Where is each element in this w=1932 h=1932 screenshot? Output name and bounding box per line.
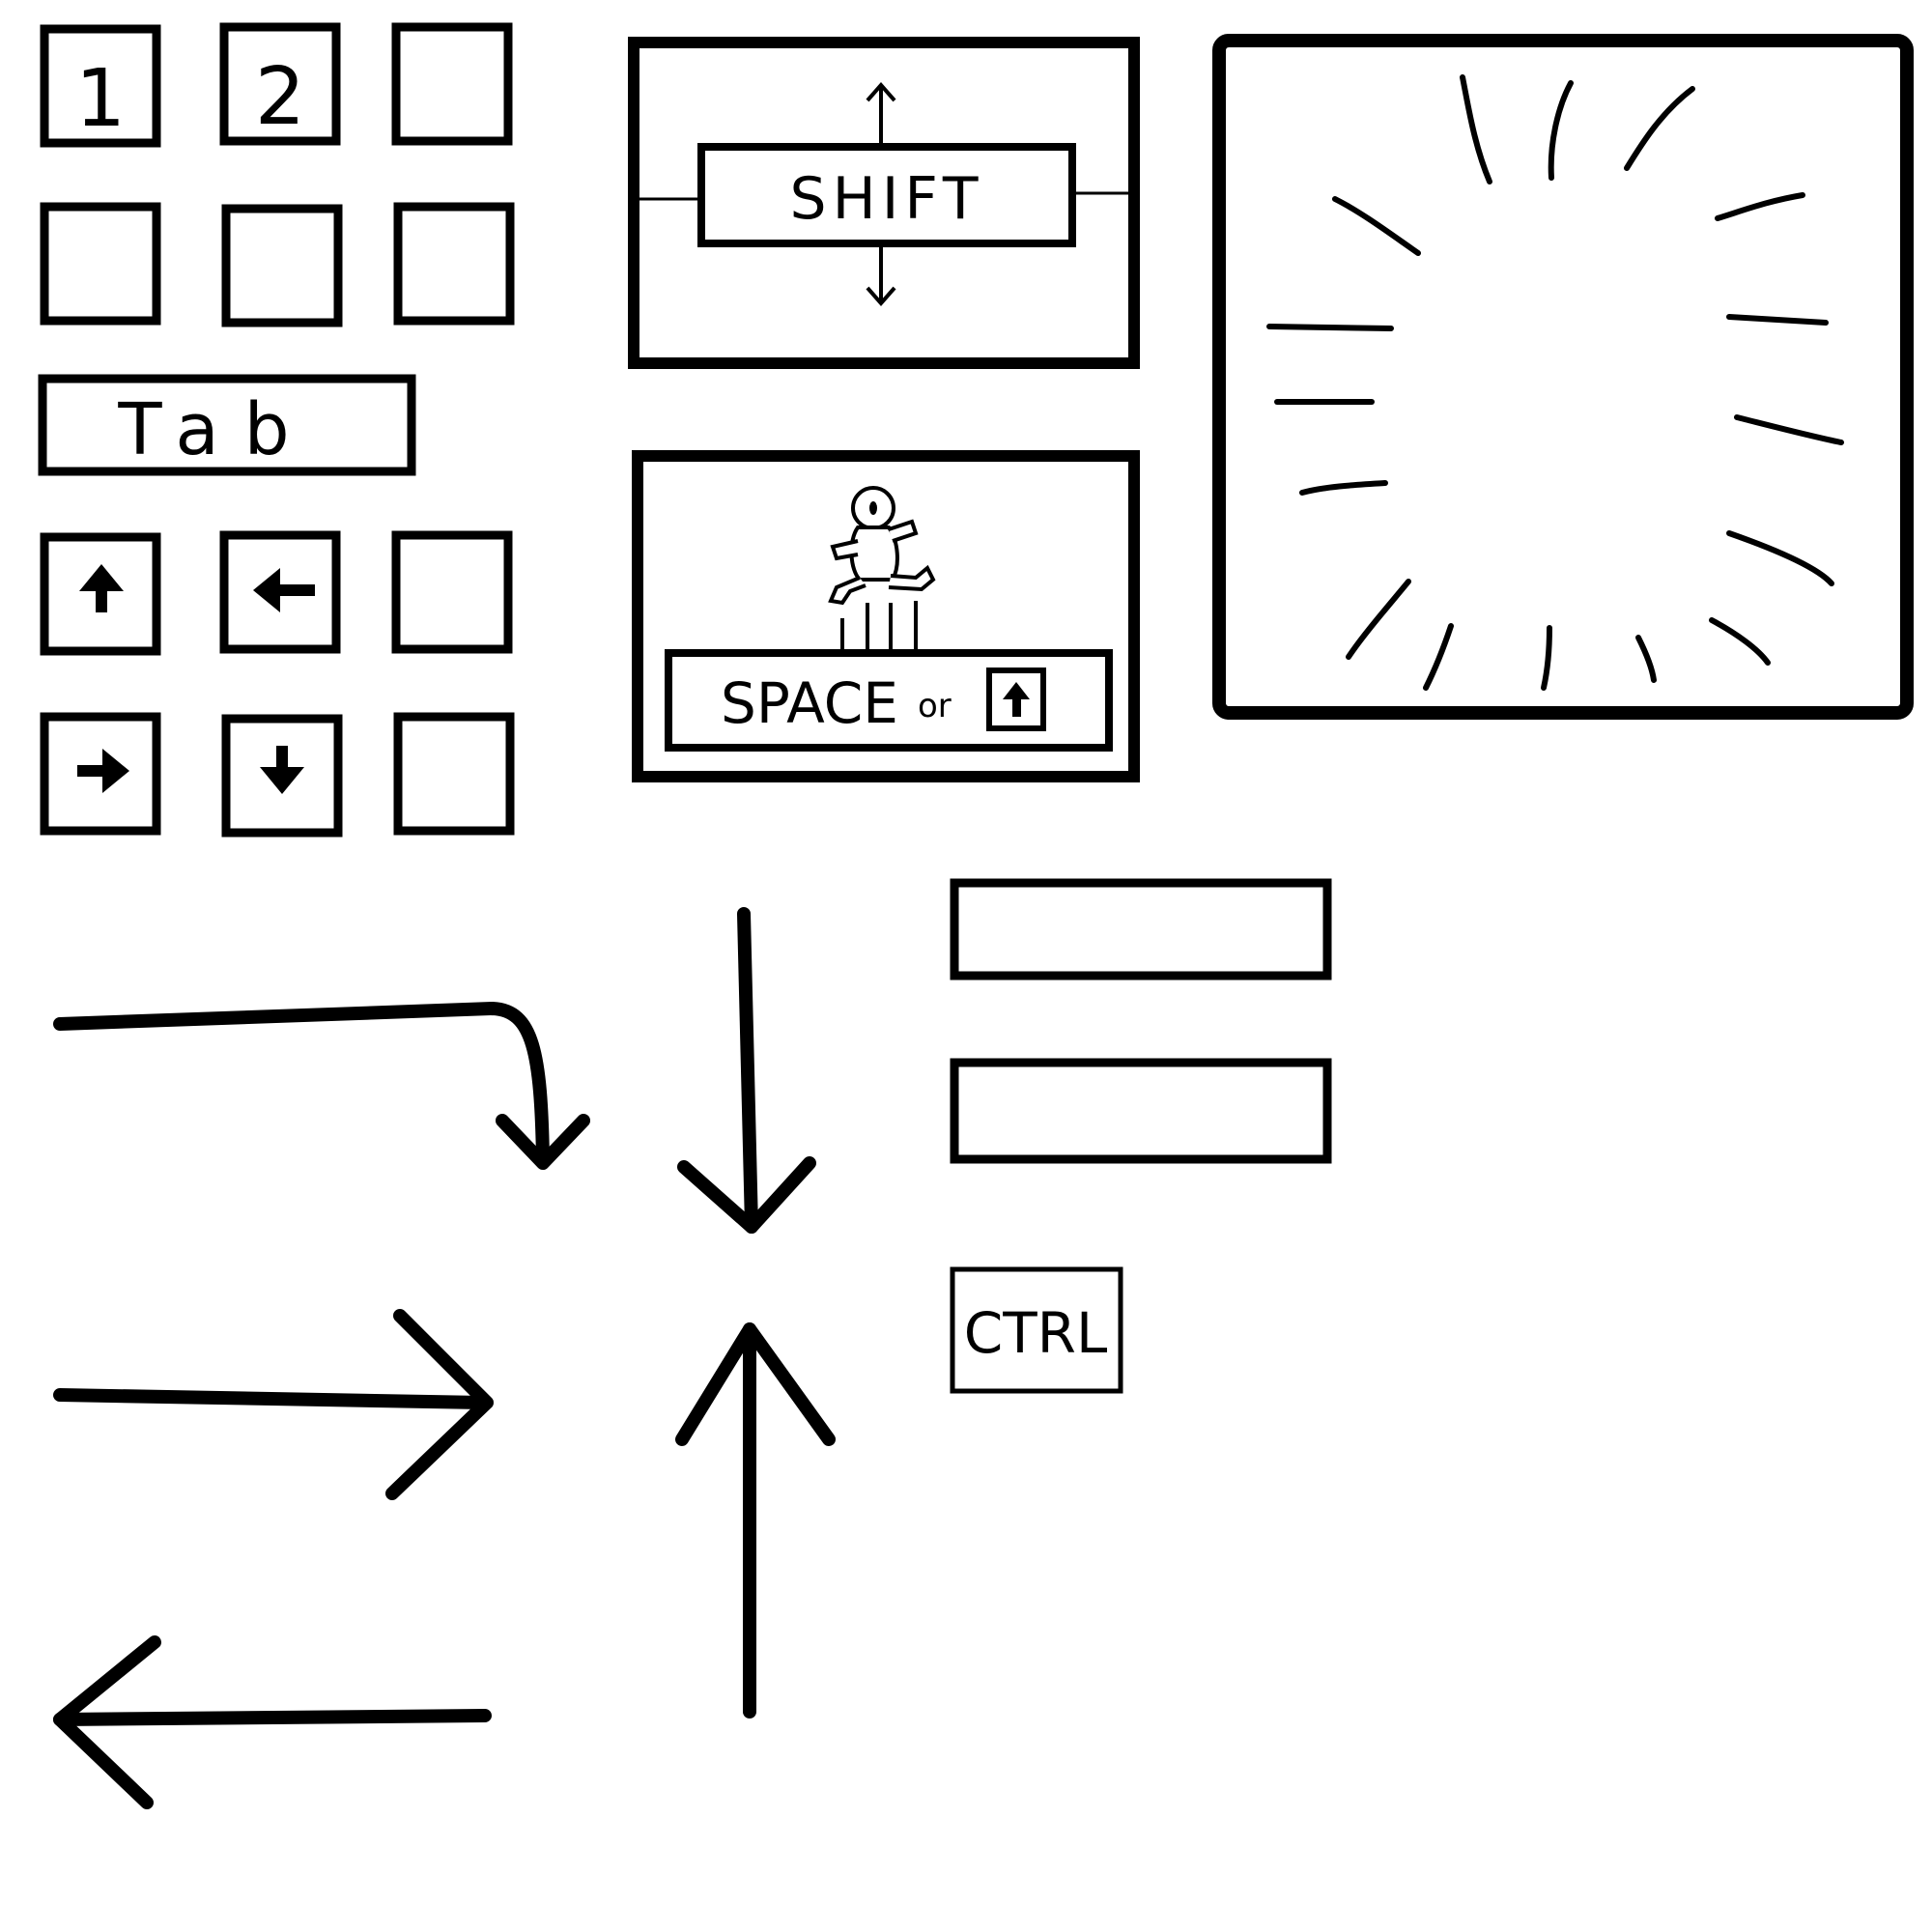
blank-key-r1c3 [391,22,513,146]
number-key-1-label: 1 [75,53,126,145]
or-label: or [918,687,952,725]
arrow-key-left [219,530,341,654]
arrow-down-icon [677,907,816,1234]
shift-key [697,143,1076,247]
arrow-key-up [40,532,161,656]
arrow-up-icon [675,1322,836,1719]
arrow-up-icon [1003,682,1030,717]
shift-down-arrow-icon [866,243,896,307]
shift-panel: SHIFT [628,37,1140,369]
curved-arrow-down-icon [53,1002,590,1170]
arrow-down-icon [260,746,304,794]
tab-key: Tab [38,374,416,476]
blank-key-r2c2 [221,204,343,327]
blank-bar-1 [950,878,1332,980]
blank-key-r4c3 [393,712,515,836]
tab-key-label: Tab [117,388,314,471]
arrow-right-icon [77,749,129,793]
ctrl-key: CTRL [950,1266,1123,1394]
ctrl-key-label: CTRL [964,1300,1108,1366]
shift-up-arrow-icon [866,81,896,145]
arrow-key-down [221,714,343,838]
number-key-2: 2 [219,22,341,146]
burst-lines-icon [1266,74,1844,691]
jump-panel: SPACE or [632,450,1140,782]
number-key-2-label: 2 [255,51,305,143]
arrow-left-icon [253,568,315,612]
arrow-left-icon [53,1635,492,1809]
arrow-key-right [40,712,161,836]
blank-key-r3c3 [391,530,513,654]
blank-bar-2 [950,1058,1332,1164]
burst-panel [1212,34,1914,720]
number-key-1: 1 [40,24,161,148]
alt-up-key [986,668,1046,731]
arrow-right-icon [53,1309,494,1500]
jumping-character-icon [828,486,936,649]
arrow-up-icon [79,564,124,612]
blank-key-r2c1 [40,202,161,326]
space-key-label: SPACE [721,670,898,736]
blank-key-r2c3 [393,202,515,326]
shift-key-label: SHIFT [789,165,983,233]
